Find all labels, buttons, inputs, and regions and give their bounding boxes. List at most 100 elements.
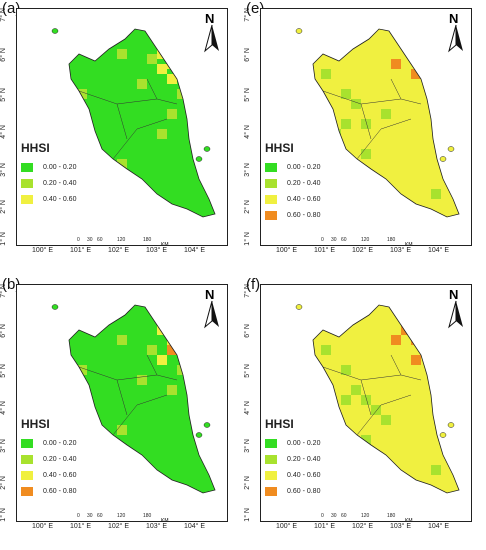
grid-cell	[351, 99, 361, 109]
legend-title: HHSI	[21, 417, 50, 431]
lat-label: 4° N	[244, 125, 251, 139]
lon-label: 103° E	[390, 247, 412, 254]
lon-label: 103° E	[146, 247, 168, 254]
grid-cell	[431, 465, 441, 475]
base-fill	[69, 29, 215, 217]
lat-label: 3° N	[244, 439, 251, 453]
legend-title: HHSI	[265, 141, 294, 155]
grid-cell	[157, 355, 167, 365]
lon-label: 103° E	[390, 523, 412, 530]
legend-entry: 0.40 - 0.60	[265, 191, 320, 207]
grid-cell	[411, 355, 421, 365]
legend-entry: 0.40 - 0.60	[21, 191, 76, 207]
state-border	[356, 394, 412, 436]
legend-entry: 0.40 - 0.60	[265, 467, 320, 483]
grid-cell	[147, 54, 157, 64]
grid-cell	[361, 149, 371, 159]
island	[439, 156, 447, 162]
lon-label: 100° E	[276, 247, 298, 254]
legend-entry: 0.20 - 0.40	[265, 175, 320, 191]
state-border	[356, 118, 412, 160]
lon-label: 101° E	[70, 247, 92, 254]
peninsula-map	[295, 28, 460, 218]
lat-label: 4° N	[244, 401, 251, 415]
state-border	[390, 78, 422, 105]
lon-label: 100° E	[276, 523, 298, 530]
island	[295, 304, 303, 310]
lat-label: 7° N	[0, 284, 7, 298]
lat-label: 6° N	[244, 324, 251, 338]
grid-cell	[341, 365, 351, 375]
map-frame: N HHSI 0.00 - 0.20 0.20 - 0.40 0.40 - 0.…	[260, 8, 472, 246]
lat-label: 5° N	[244, 364, 251, 378]
state-border	[112, 394, 168, 436]
lat-label: 2° N	[0, 476, 7, 490]
grid-cell	[117, 425, 127, 435]
peninsula-map	[51, 304, 216, 494]
grid-cell	[321, 69, 331, 79]
lat-label: 1° N	[244, 232, 251, 246]
state-border	[146, 354, 178, 381]
island	[195, 156, 203, 162]
island	[447, 146, 455, 152]
grid-cell	[401, 39, 411, 49]
lon-label: 104° E	[184, 247, 206, 254]
peninsula-map	[51, 28, 216, 218]
map-panel-f: (f) N HHSI 0.00 - 0.20 0.20 - 0.40 0.40 …	[244, 276, 474, 530]
north-arrow-icon: N	[201, 287, 223, 331]
legend-entry: 0.00 - 0.20	[21, 435, 76, 451]
panel-label: (f)	[246, 276, 261, 293]
legend-entry: 0.40 - 0.60	[21, 467, 76, 483]
grid-cell	[147, 345, 157, 355]
legend-title: HHSI	[265, 417, 294, 431]
lat-label: 3° N	[0, 163, 7, 177]
legend: HHSI 0.00 - 0.20 0.20 - 0.40 0.40 - 0.60…	[265, 417, 320, 499]
legend-entry: 0.60 - 0.80	[265, 483, 320, 499]
lat-label: 4° N	[0, 401, 7, 415]
grid-cell	[157, 325, 167, 335]
lon-label: 103° E	[146, 523, 168, 530]
legend: HHSI 0.00 - 0.20 0.20 - 0.40 0.40 - 0.60	[21, 141, 76, 207]
lon-label: 100° E	[32, 247, 54, 254]
panel-label: (e)	[246, 0, 265, 17]
lat-label: 3° N	[0, 439, 7, 453]
lon-label: 101° E	[314, 247, 336, 254]
grid-cell	[117, 159, 127, 169]
coastline	[312, 28, 460, 218]
grid-cell	[167, 59, 177, 69]
map-panel-e: (e) N HHSI 0.00 - 0.20 0.20 - 0.40 0.40 …	[244, 0, 474, 254]
grid-cell	[167, 345, 177, 355]
island	[295, 28, 303, 34]
lat-label: 2° N	[244, 476, 251, 490]
lon-label: 104° E	[428, 523, 450, 530]
grid-cell	[341, 89, 351, 99]
state-border	[116, 103, 128, 140]
grid-cell	[157, 49, 167, 59]
grid-cell	[77, 365, 87, 375]
state-border	[390, 354, 422, 381]
grid-cell	[137, 375, 147, 385]
legend-entry: 0.20 - 0.40	[21, 175, 76, 191]
scale-bar: 0 30 60 120 180 KM	[321, 237, 431, 245]
lat-label: 6° N	[0, 48, 7, 62]
island	[439, 432, 447, 438]
lon-label: 100° E	[32, 523, 54, 530]
grid-cell	[167, 335, 177, 345]
grid-cell	[421, 345, 431, 355]
lat-label: 2° N	[0, 200, 7, 214]
lat-label: 7° N	[0, 8, 7, 22]
lon-label: 102° E	[108, 523, 130, 530]
legend-entry: 0.60 - 0.80	[21, 483, 76, 499]
map-panel-b: (b) N HHSI 0.00 - 0.20 0.20 - 0.40 0.40 …	[0, 276, 230, 530]
lat-label: 6° N	[0, 324, 7, 338]
lat-label: 7° N	[244, 284, 251, 298]
state-border	[112, 118, 168, 160]
north-arrow-icon: N	[201, 11, 223, 55]
island	[447, 422, 455, 428]
lon-label: 101° E	[70, 523, 92, 530]
state-border	[116, 379, 128, 416]
island	[203, 146, 211, 152]
legend-title: HHSI	[21, 141, 50, 155]
grid-cell	[351, 385, 361, 395]
panel-label: (a)	[2, 0, 21, 17]
